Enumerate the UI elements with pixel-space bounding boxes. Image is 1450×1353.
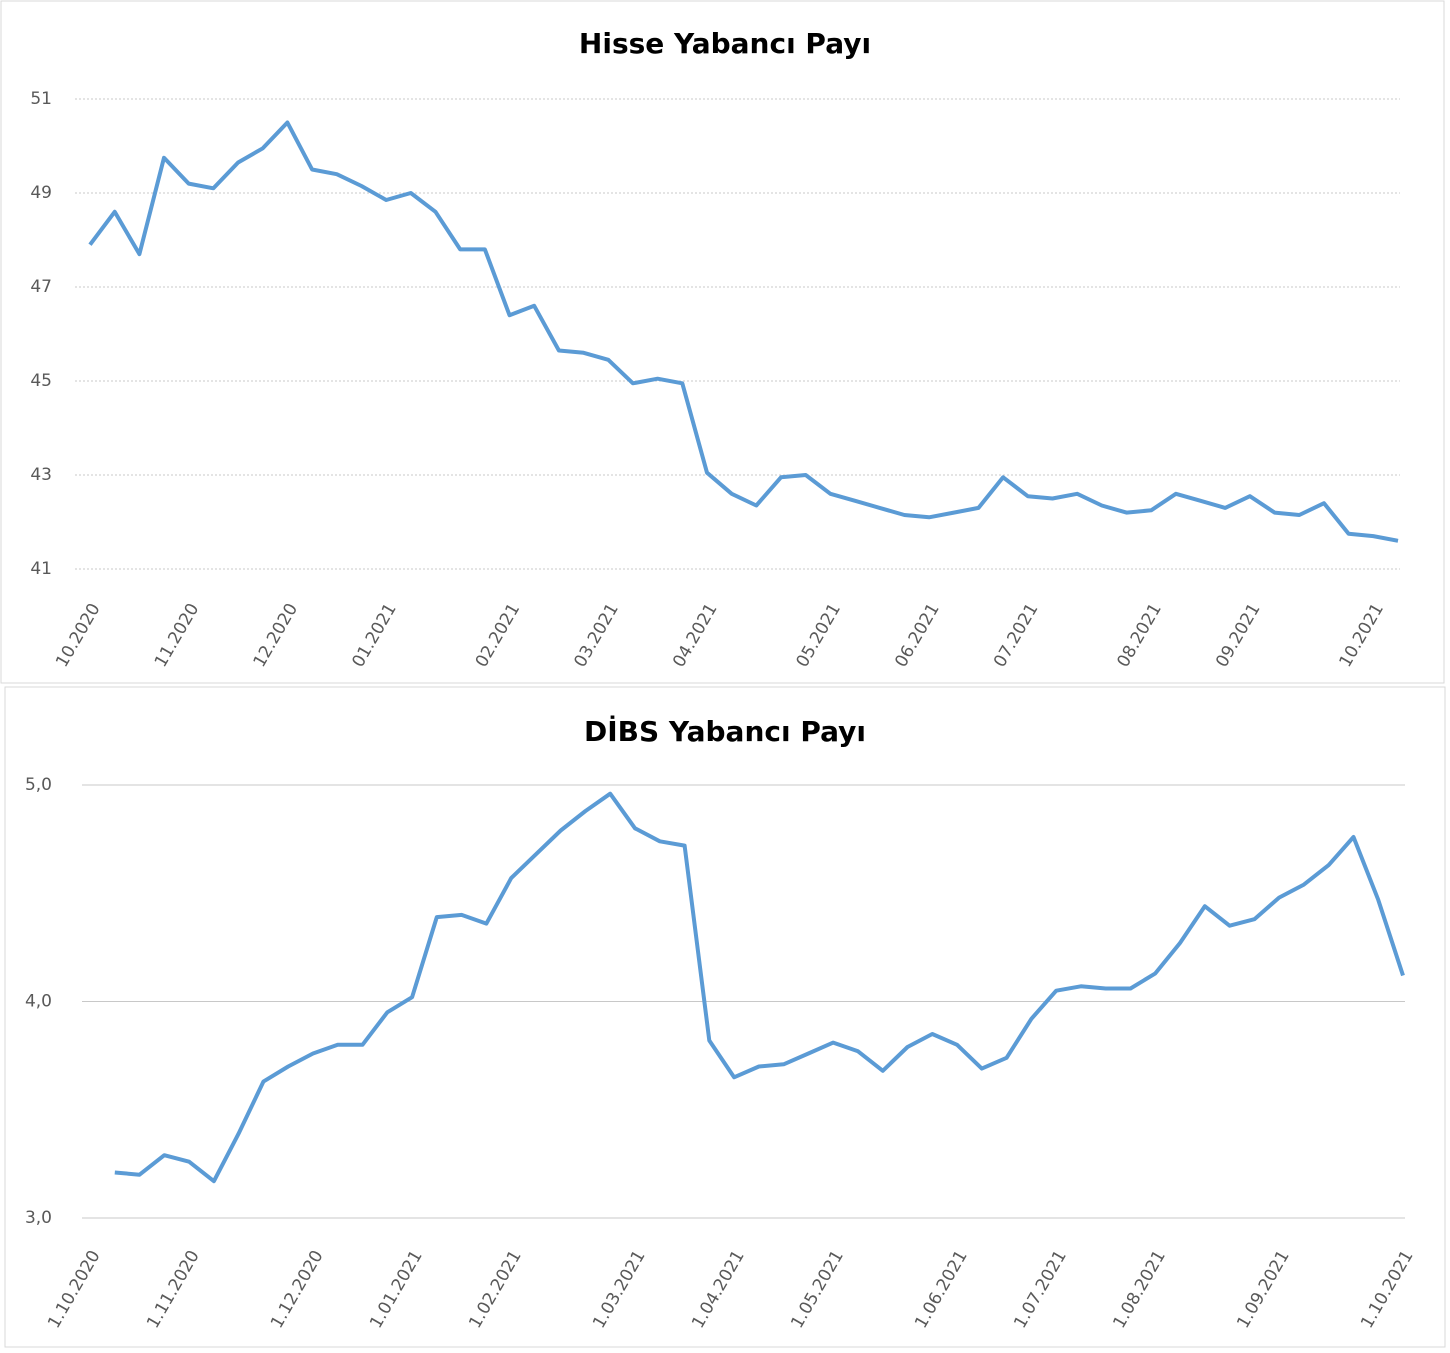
x-tick-label: 12.2020 — [250, 600, 302, 671]
x-tick-label: 05.2021 — [793, 600, 845, 671]
chart-title: DİBS Yabancı Payı — [584, 714, 866, 748]
x-tick-label: 1.08.2021 — [1109, 1247, 1170, 1332]
y-tick-label: 41 — [30, 559, 52, 579]
x-tick-label: 1.06.2021 — [911, 1247, 972, 1332]
x-tick-label: 1.04.2021 — [688, 1247, 749, 1332]
x-tick-label: 1.09.2021 — [1233, 1247, 1294, 1332]
x-tick-label: 1.10.2021 — [1357, 1247, 1418, 1332]
y-tick-label: 49 — [30, 183, 52, 203]
x-tick-label: 10.2021 — [1336, 600, 1388, 671]
panel — [0, 0, 1445, 684]
x-tick-label: 1.11.2020 — [143, 1247, 204, 1332]
x-tick-label: 11.2020 — [151, 600, 203, 671]
x-tick-label: 03.2021 — [570, 600, 622, 671]
x-tick-label: 07.2021 — [990, 600, 1042, 671]
x-tick-label: 04.2021 — [669, 600, 721, 671]
x-tick-label: 1.03.2021 — [589, 1247, 650, 1332]
y-tick-label: 45 — [30, 371, 52, 391]
y-tick-label: 43 — [30, 465, 52, 485]
y-tick-label: 51 — [30, 89, 52, 109]
y-tick-label: 47 — [30, 277, 52, 297]
x-tick-label: 01.2021 — [348, 600, 400, 671]
x-tick-label: 1.10.2020 — [44, 1247, 105, 1332]
chart-title: Hisse Yabancı Payı — [579, 27, 871, 60]
data-line — [114, 791, 1405, 1184]
x-tick-label: 06.2021 — [891, 600, 943, 671]
x-tick-label: 08.2021 — [1113, 600, 1165, 671]
y-tick-label: 3,0 — [25, 1208, 52, 1228]
data-line — [88, 120, 1399, 543]
x-tick-label: 02.2021 — [472, 600, 524, 671]
y-tick-label: 4,0 — [25, 992, 52, 1012]
panel — [4, 686, 1446, 1348]
x-tick-label: 1.02.2021 — [465, 1247, 526, 1332]
x-tick-label: 09.2021 — [1212, 600, 1264, 671]
x-tick-label: 1.05.2021 — [787, 1247, 848, 1332]
x-tick-label: 1.12.2020 — [267, 1247, 328, 1332]
x-tick-label: 10.2020 — [52, 600, 104, 671]
x-tick-label: 1.07.2021 — [1010, 1247, 1071, 1332]
y-tick-label: 5,0 — [25, 775, 52, 795]
x-tick-label: 1.01.2021 — [366, 1247, 427, 1332]
